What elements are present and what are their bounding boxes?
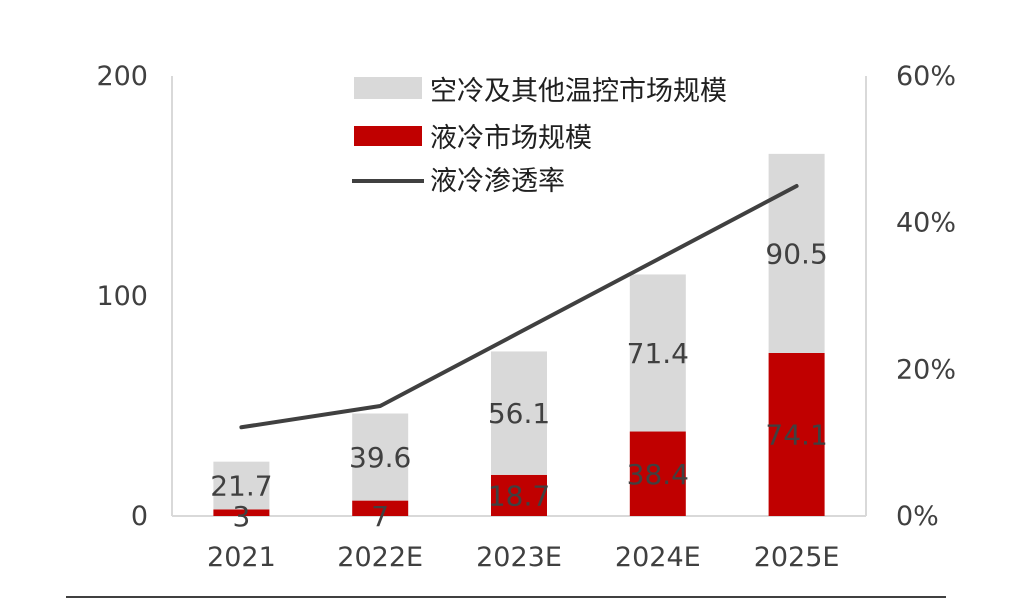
label-liquid-2023E: 18.7 — [488, 479, 550, 512]
y-tick-200: 200 — [96, 61, 148, 92]
bar-liquid-2024E — [629, 431, 686, 516]
bar-air-2024E — [629, 274, 686, 432]
x-tick-2022E: 2022E — [337, 542, 423, 573]
label-liquid-2021: 3 — [232, 500, 250, 533]
label-air-2022E: 39.6 — [349, 441, 411, 474]
bar-liquid-2021 — [213, 509, 270, 516]
legend-label-penetration: 液冷渗透率 — [430, 166, 565, 197]
y-tick-100: 100 — [96, 281, 148, 312]
label-liquid-2022E: 7 — [371, 500, 389, 533]
label-liquid-2025E: 74.1 — [765, 418, 827, 451]
y2-tick-60pct: 60% — [896, 61, 956, 92]
label-air-2023E: 56.1 — [488, 397, 550, 430]
x-axis-ticks: 2021 2022E 2023E 2024E 2025E — [207, 542, 839, 573]
y2-tick-20pct: 20% — [896, 354, 956, 385]
y-tick-0: 0 — [131, 501, 148, 532]
line-layer — [239, 184, 799, 430]
x-tick-2023E: 2023E — [476, 542, 562, 573]
bar-air-2023E — [491, 351, 547, 475]
legend-swatch-liquid-cooling — [354, 126, 422, 146]
legend-label-air-cooling: 空冷及其他温控市场规模 — [430, 76, 727, 107]
y2-tick-40pct: 40% — [896, 208, 956, 239]
label-air-2021: 21.7 — [210, 470, 272, 503]
bottom-rule — [66, 596, 946, 598]
y2-tick-0pct: 0% — [896, 501, 939, 532]
legend-label-liquid-cooling: 液冷市场规模 — [430, 123, 592, 154]
bar-liquid-2025E — [768, 352, 825, 516]
data-labels-layer: 21.73 39.6 7 56.1 18.7 71.4 38.4 90.5 74.1 — [210, 237, 828, 533]
bar-liquid-2023E — [491, 474, 547, 516]
left-axis-ticks: 0 100 200 — [96, 61, 148, 532]
label-air-2024E: 71.4 — [627, 337, 689, 370]
legend-swatch-air-cooling — [354, 77, 422, 99]
x-tick-2021: 2021 — [207, 542, 276, 573]
bar-air-2021 — [213, 461, 270, 510]
legend: 空冷及其他温控市场规模 液冷市场规模 液冷渗透率 — [352, 76, 727, 197]
bars-layer — [213, 153, 825, 516]
x-tick-2024E: 2024E — [615, 542, 701, 573]
right-axis-ticks: 0% 20% 40% 60% — [896, 61, 956, 532]
bar-liquid-2022E — [352, 500, 409, 516]
bar-air-2022E — [352, 413, 409, 501]
label-air-2025E: 90.5 — [765, 237, 827, 270]
label-liquid-2024E: 38.4 — [627, 458, 689, 491]
x-tick-2025E: 2025E — [754, 542, 840, 573]
